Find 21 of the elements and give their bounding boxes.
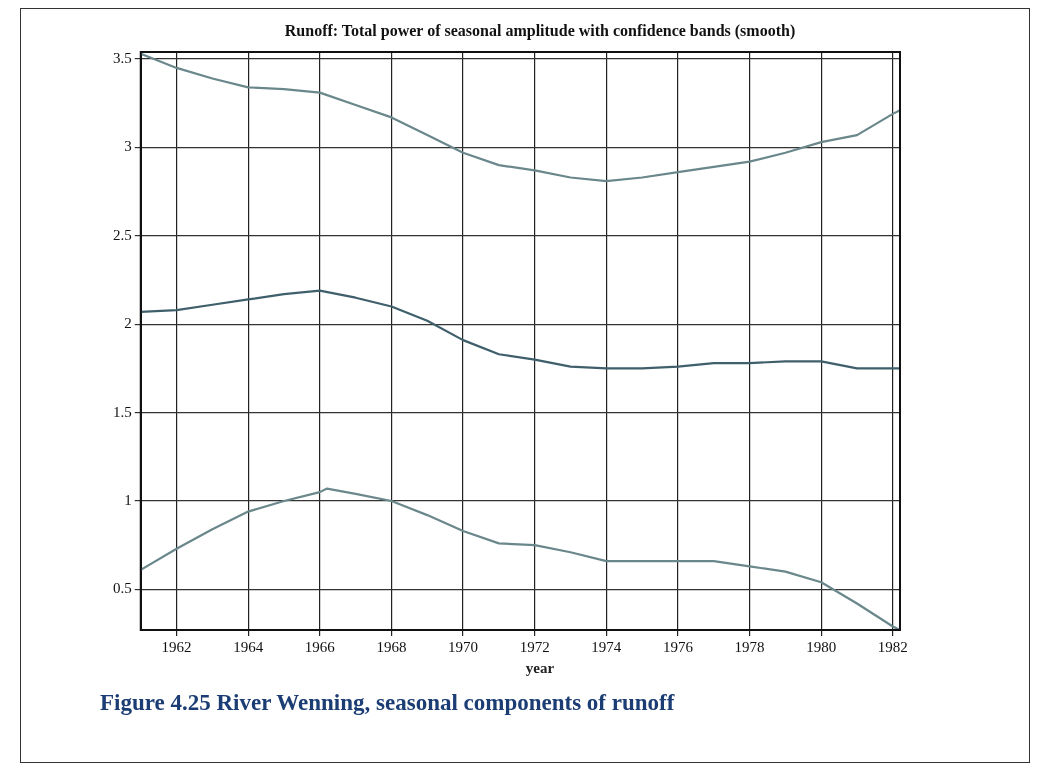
y-tick-label: 1.5 <box>113 403 132 420</box>
x-tick-label: 1976 <box>662 638 694 655</box>
x-tick-label: 1978 <box>734 638 765 655</box>
x-tick-label: 1974 <box>591 638 622 655</box>
x-tick-label: 1980 <box>806 638 837 655</box>
x-axis-title: year <box>524 660 556 677</box>
x-tick-label: 1970 <box>448 638 479 655</box>
x-tick-label: 1968 <box>376 638 407 655</box>
x-tick-label: 1966 <box>304 638 336 655</box>
x-tick-label: 1972 <box>519 638 550 655</box>
x-tick-label: 1982 <box>877 638 908 655</box>
y-tick-label: 3 <box>124 138 132 155</box>
y-tick-label: 2.5 <box>113 226 132 243</box>
y-tick-label: 3.5 <box>113 50 132 67</box>
y-tick-label: 0.5 <box>113 580 132 597</box>
caption: Figure 4.25 River Wenning, seasonal components of runoff <box>100 690 675 716</box>
y-tick-label: 2 <box>124 315 132 332</box>
x-tick-label: 1964 <box>233 638 264 655</box>
x-tick-label: 1962 <box>161 638 192 655</box>
y-tick-label: 1 <box>124 491 132 508</box>
chart-title: Runoff: Total power of seasonal amplitude with confidence bands (smooth) <box>283 22 797 40</box>
